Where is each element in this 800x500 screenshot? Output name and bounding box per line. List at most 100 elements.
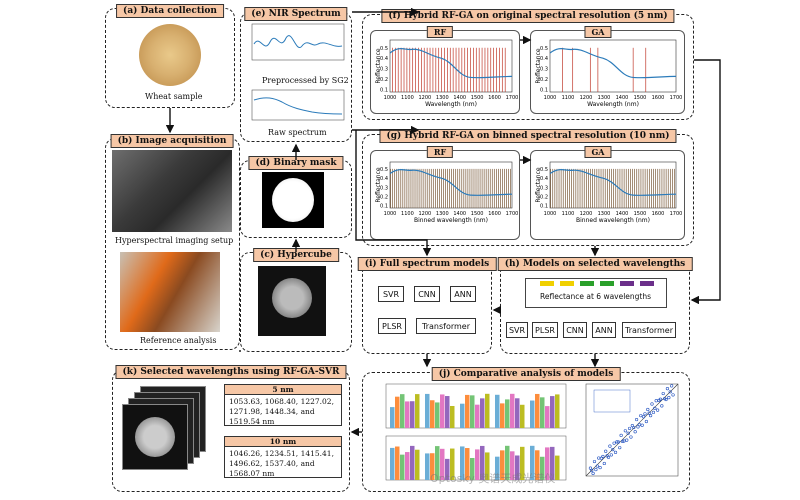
comparison-bar — [395, 446, 400, 480]
y-tick: 0.3 — [380, 67, 388, 73]
wavelength-swatch — [640, 281, 654, 286]
comparison-bar — [460, 446, 465, 480]
reference-analysis-caption: Reference analysis — [140, 336, 217, 345]
comparison-bar — [415, 394, 420, 428]
y-axis-label: Reflectance — [535, 48, 542, 83]
x-axis-label: Wavelength (nm) — [425, 101, 477, 108]
panel-i-title: (i) Full spectrum models — [357, 257, 497, 271]
y-tick: 0.2 — [380, 77, 388, 83]
panel-a-title: (a) Data collection — [116, 4, 224, 18]
x-tick: 1300 — [436, 95, 449, 101]
scatter-point — [671, 393, 675, 397]
x-axis-label: Binned wavelength (nm) — [414, 217, 488, 224]
comparison-bar — [520, 446, 525, 480]
comparison-bar — [445, 458, 450, 480]
comparison-bar — [485, 452, 490, 480]
comparison-bar — [460, 403, 465, 428]
x-tick: 1200 — [418, 95, 431, 101]
image-stack — [120, 386, 216, 480]
wavelengths-5nm-box: 5 nm 1053.63, 1068.40, 1227.02, 1271.98,… — [224, 384, 342, 426]
full-model-ann: ANN — [450, 286, 476, 302]
y-tick: 0.1 — [540, 87, 548, 93]
scatter-point — [591, 471, 595, 475]
wavelength-swatches — [540, 281, 660, 287]
y-axis-label: Reflectance — [375, 167, 382, 202]
comparison-bar — [500, 450, 505, 480]
x-tick: 1700 — [670, 95, 683, 101]
comparison-bar — [495, 456, 500, 480]
scatter-point — [643, 412, 647, 416]
comparison-bar — [450, 405, 455, 428]
wavelength-swatch — [620, 281, 634, 286]
y-tick: 0.2 — [380, 195, 388, 201]
scatter-point — [639, 414, 643, 418]
scatter-point — [598, 465, 602, 470]
scatter-point — [619, 433, 623, 437]
comparison-bar — [390, 407, 395, 428]
comparison-bar — [470, 457, 475, 480]
scatter-point — [616, 440, 620, 444]
scatter-point — [608, 444, 612, 448]
x-tick: 1600 — [652, 95, 665, 101]
x-tick: 1000 — [384, 211, 397, 217]
sel-model-transformer: Transformer — [622, 322, 676, 338]
x-tick: 1700 — [670, 211, 683, 217]
raw-spectrum-plot — [251, 89, 345, 121]
arrow-f-to-h — [690, 59, 721, 305]
scatter-point — [647, 411, 651, 415]
spectrum-curve — [549, 169, 677, 196]
x-tick: 1100 — [562, 95, 575, 101]
comparison-bar — [535, 393, 540, 428]
scatter-point — [612, 441, 616, 445]
comparison-bar — [430, 400, 435, 428]
y-tick: 0.4 — [540, 176, 548, 182]
x-tick: 1300 — [598, 95, 611, 101]
scatter-point — [641, 415, 646, 419]
comparison-bar — [540, 456, 545, 480]
scatter-point — [653, 406, 657, 410]
g-ga-chart: 1000 1100 1200 1300 1400 1500 1600 1700 Binned w… — [535, 161, 682, 224]
scatter-point — [613, 450, 618, 454]
f-rf-chart: 1000 1100 1200 1300 1400 1500 1600 1700 Waveleng… — [375, 39, 518, 108]
comparison-bar — [530, 445, 535, 480]
y-tick: 0.5 — [540, 167, 548, 173]
spectrum-curve — [389, 48, 513, 79]
g-rf-chart: 1000 1100 1200 1300 1400 1500 1600 1700 Binned w… — [375, 161, 518, 224]
scatter-point — [622, 439, 626, 443]
preprocessed-curve — [253, 35, 343, 49]
x-tick: 1000 — [544, 211, 557, 217]
scatter-point — [644, 419, 648, 424]
x-tick: 1200 — [580, 211, 593, 217]
comparison-bar — [515, 455, 520, 480]
x-tick: 1400 — [616, 95, 629, 101]
x-tick: 1700 — [506, 95, 519, 101]
y-tick: 0.1 — [380, 204, 388, 210]
wavelengths-5nm-text: 1053.63, 1068.40, 1227.02, 1271.98, 1448… — [229, 397, 334, 426]
comparison-bar — [400, 394, 405, 428]
comparison-bar — [540, 397, 545, 428]
comparison-bar — [450, 448, 455, 480]
comparison-bar — [535, 450, 540, 480]
wavelengths-10nm-box: 10 nm 1046.26, 1234.51, 1415.41, 1496.62… — [224, 436, 342, 478]
x-tick: 1100 — [401, 95, 414, 101]
y-tick: 0.4 — [540, 56, 548, 62]
scatter-point — [661, 391, 665, 396]
comparison-bar — [390, 447, 395, 480]
y-tick: 0.3 — [540, 185, 548, 191]
full-model-transformer: Transformer — [416, 318, 476, 334]
scatter-point — [609, 453, 613, 457]
plot-frame — [389, 161, 513, 209]
x-tick: 1100 — [562, 211, 575, 217]
scatter-point — [595, 464, 599, 468]
scatter-point — [637, 423, 641, 427]
x-tick: 1300 — [436, 211, 449, 217]
scatter-point — [620, 439, 625, 444]
arrow-e-to-i — [355, 130, 432, 257]
wavelengths-10nm-text: 1046.26, 1234.51, 1415.41, 1496.62, 1537… — [229, 449, 334, 478]
comparison-bar — [400, 454, 405, 480]
wavelengths-5nm-header: 5 nm — [225, 385, 341, 395]
y-tick: 0.5 — [380, 46, 388, 52]
panel-g-title: (g) Hybrid RF-GA on binned spectral reso… — [379, 129, 677, 143]
panel-h-title: (h) Models on selected wavelengths — [497, 257, 693, 271]
